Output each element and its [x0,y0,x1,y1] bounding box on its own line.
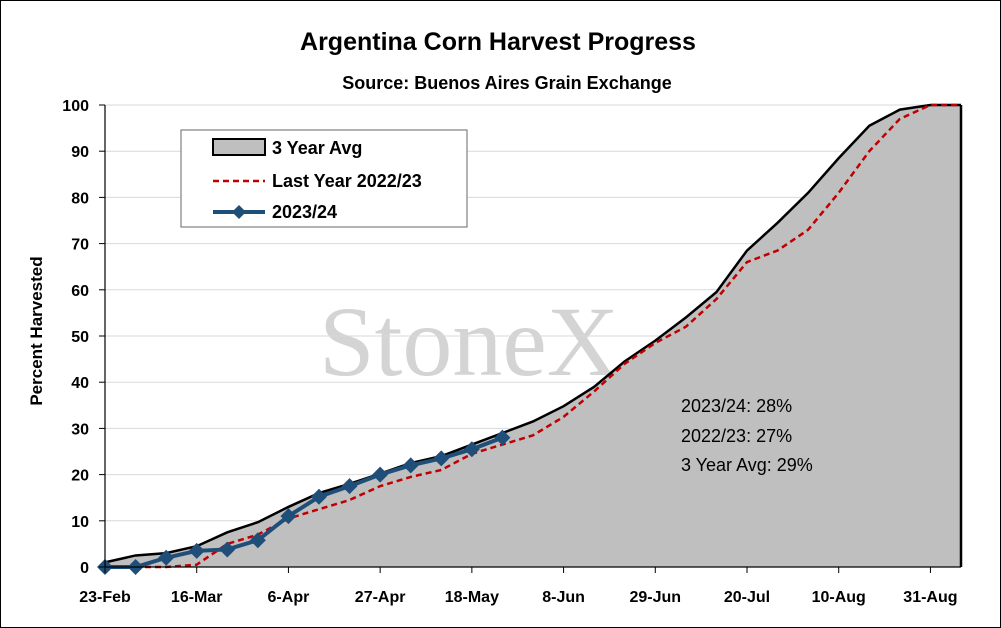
legend-label-2023-24: 2023/24 [272,202,337,222]
annotation-2022-23: 2022/23: 27% [681,426,792,446]
x-tick-label: 6-Apr [268,589,310,606]
marker-2023-24 [402,457,419,474]
y-tick-label: 20 [71,468,89,485]
marker-2023-24 [494,429,511,446]
legend-swatch-3-year-avg [212,138,266,156]
y-tick-label: 100 [62,98,89,115]
area-3-year-avg [105,105,961,567]
y-tick-label: 40 [71,375,89,392]
x-tick-label: 29-Jun [629,589,681,606]
x-tick-label: 20-Jul [724,589,770,606]
x-tick-label: 23-Feb [79,589,131,606]
x-tick-label: 10-Aug [812,589,866,606]
line-3-year-avg [104,103,961,564]
y-tick-label: 60 [71,283,89,300]
marker-2023-24 [219,541,236,558]
chart-title: Argentina Corn Harvest Progress [300,28,696,56]
marker-2023-24 [311,488,327,505]
marker-2023-24 [463,441,480,458]
marker-2023-24 [341,478,358,495]
y-tick-label: 70 [71,237,89,254]
legend-label-last-year: Last Year 2022/23 [272,171,422,191]
chart-subtitle: Source: Buenos Aires Grain Exchange [342,73,671,93]
y-tick-label: 10 [71,514,89,531]
legend-label-3-year-avg: 3 Year Avg [272,138,362,158]
y-tick-labels: 0 10 20 30 40 50 60 70 80 90 100 [62,98,89,577]
y-axis-label: Percent Harvested [27,256,46,405]
legend: 3 Year Avg Last Year 2022/23 2023/24 [180,129,468,228]
marker-2023-24 [188,542,205,559]
y-tick-label: 80 [71,190,89,207]
line-last-year [105,103,961,569]
y-tick-label: 50 [71,329,89,346]
x-tick-label: 27-Apr [355,589,406,606]
x-tick-label: 31-Aug [903,589,957,606]
marker-2023-24 [433,450,450,467]
legend-marker-2023-24 [232,205,246,219]
y-tick-label: 30 [71,421,89,438]
annotation-2023-24: 2023/24: 28% [681,396,792,416]
x-tick-label: 16-Mar [171,589,223,606]
marker-2023-24 [280,508,297,525]
x-tick-label: 8-Jun [542,589,585,606]
watermark: StoneX [319,286,619,397]
x-tick-label: 18-May [445,589,499,606]
plot-series [97,103,963,575]
annotation-3-year-avg: 3 Year Avg: 29% [681,455,813,475]
x-tick-labels: 23-Feb 16-Mar 6-Apr 27-Apr 18-May 8-Jun 29-Jun… [79,589,957,606]
y-tick-label: 90 [71,144,89,161]
marker-2023-24 [249,532,266,549]
marker-2023-24 [372,466,389,483]
axes [99,104,961,573]
marker-2023-24 [158,549,175,566]
y-tick-label: 0 [80,560,89,577]
